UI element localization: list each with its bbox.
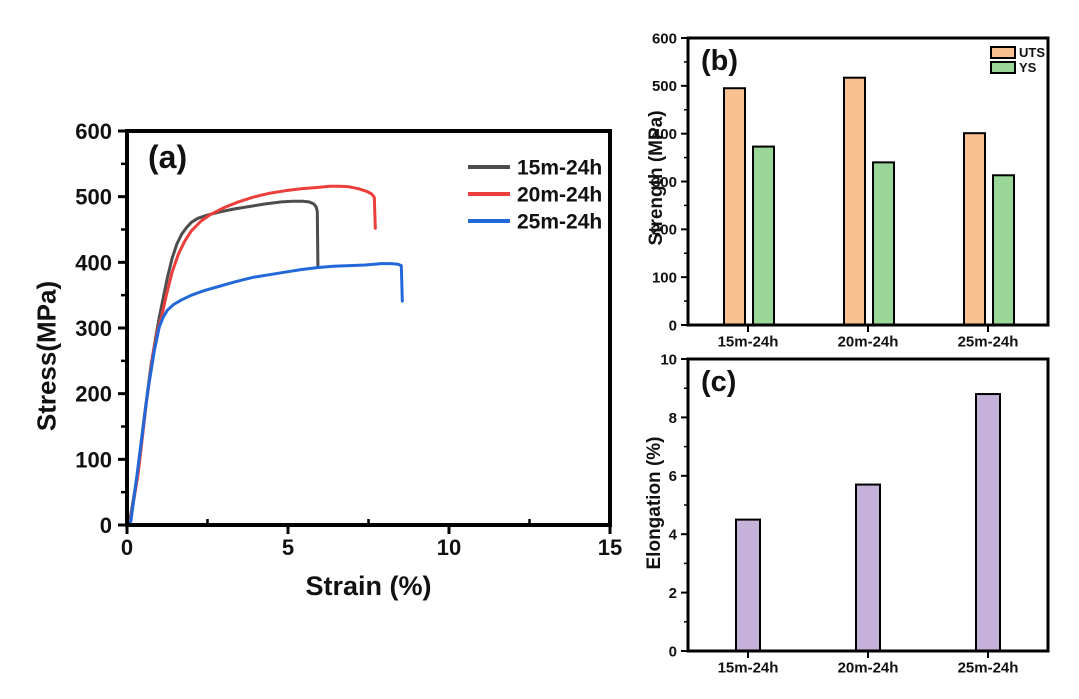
- y-tick-label: 0: [669, 643, 677, 660]
- curve-25m-24h: [125, 262, 404, 527]
- panel-c-label: (c): [701, 366, 737, 398]
- bar-YS-25m-24h: [992, 174, 1015, 326]
- y-tick-label: 100: [652, 270, 677, 287]
- panel-b-y-axis-title: Strength (MPa): [646, 110, 667, 246]
- bar-UTS-15m-24h: [723, 87, 746, 326]
- bar-YS-20m-24h: [872, 161, 895, 326]
- panel-a-x-axis-title: Strain (%): [305, 571, 432, 601]
- x-category-label: 15m-24h: [718, 659, 779, 676]
- x-category-label: 20m-24h: [838, 659, 899, 676]
- x-category-label: 25m-24h: [958, 659, 1019, 676]
- bar-UTS-20m-24h: [843, 76, 866, 327]
- curve-20m-24h: [125, 184, 377, 527]
- legend-label-YS: YS: [1019, 60, 1037, 75]
- y-tick-label: 300: [75, 316, 112, 341]
- y-tick-label: 100: [75, 447, 112, 472]
- legend-label-20m-24h: 20m-24h: [517, 184, 602, 207]
- x-tick-label: 5: [282, 535, 294, 560]
- y-tick-label: 200: [75, 382, 112, 407]
- panel-b-label: (b): [701, 45, 739, 77]
- x-tick-label: 0: [121, 535, 133, 560]
- x-category-label: 20m-24h: [838, 333, 899, 350]
- plot-frame: [686, 36, 1050, 327]
- y-tick-label: 300: [652, 174, 677, 191]
- legend-swatch-YS: [990, 61, 1016, 74]
- y-tick-label: 0: [100, 513, 112, 538]
- plot-frame: [125, 129, 612, 527]
- bar-UTS-25m-24h: [963, 132, 986, 326]
- x-category-label: 15m-24h: [718, 333, 779, 350]
- legend-swatch-UTS: [990, 46, 1016, 59]
- panel-a-label: (a): [148, 139, 188, 175]
- x-category-label: 25m-24h: [958, 333, 1019, 350]
- panel-c-y-axis-title: Elongation (%): [644, 436, 665, 570]
- bar-Elongation-20m-24h: [855, 483, 881, 652]
- y-tick-label: 400: [75, 250, 112, 275]
- y-tick-label: 200: [652, 222, 677, 239]
- y-tick-label: 500: [75, 185, 112, 210]
- legend-label-UTS: UTS: [1019, 45, 1045, 60]
- plot-frame: [686, 357, 1050, 653]
- y-tick-label: 10: [660, 351, 677, 368]
- bar-Elongation-25m-24h: [975, 393, 1001, 652]
- panel-a-y-axis-title: Stress(MPa): [31, 280, 62, 432]
- y-tick-label: 600: [652, 30, 677, 47]
- x-tick-label: 15: [598, 535, 622, 560]
- y-tick-label: 8: [669, 410, 677, 427]
- bar-YS-15m-24h: [752, 145, 775, 326]
- bar-Elongation-15m-24h: [735, 518, 761, 652]
- y-tick-label: 2: [669, 585, 677, 602]
- y-tick-label: 400: [652, 126, 677, 143]
- y-tick-label: 600: [75, 119, 112, 144]
- y-tick-label: 500: [652, 78, 677, 95]
- y-tick-label: 6: [669, 468, 677, 485]
- y-tick-label: 4: [669, 527, 678, 544]
- y-tick-label: 0: [669, 317, 677, 334]
- curve-15m-24h: [125, 199, 320, 527]
- legend-label-25m-24h: 25m-24h: [517, 211, 602, 234]
- x-tick-label: 10: [437, 535, 461, 560]
- legend-label-15m-24h: 15m-24h: [517, 157, 602, 180]
